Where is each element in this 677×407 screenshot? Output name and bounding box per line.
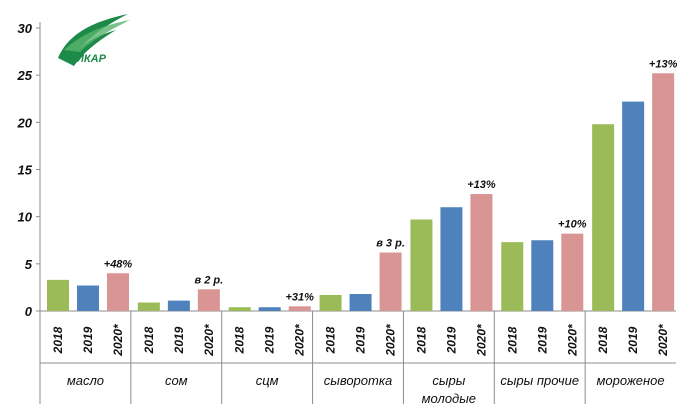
x-tick-label: 2019 (626, 326, 640, 354)
bar (652, 73, 675, 311)
x-tick-label: 2019 (81, 326, 95, 354)
y-tick-label: 10 (18, 210, 33, 225)
category-label: масло (67, 373, 104, 388)
bar (47, 279, 69, 311)
category-label: сыворотка (324, 373, 392, 388)
x-tick-label: 2018 (233, 326, 247, 354)
x-tick-label: 2020* (474, 323, 488, 357)
data-annotation: +13% (467, 179, 496, 191)
bar (531, 240, 554, 311)
logo-text: ИКАР (76, 53, 107, 65)
bar (440, 207, 463, 311)
x-tick-label: 2018 (142, 326, 156, 354)
bar (77, 285, 99, 311)
data-annotation: +31% (285, 291, 314, 303)
bar (228, 307, 251, 311)
bar (288, 306, 311, 311)
y-tick-label: 5 (25, 257, 33, 272)
data-annotation: +13% (649, 58, 677, 70)
x-tick-label: 2018 (596, 326, 610, 354)
bar (501, 242, 524, 311)
bar (561, 233, 584, 311)
x-tick-label: 2019 (444, 326, 458, 354)
bar (470, 194, 493, 311)
bar (379, 252, 402, 311)
x-tick-label: 2018 (324, 326, 338, 354)
data-annotation: в 3 р. (376, 238, 405, 250)
x-tick-label: 2020* (565, 323, 579, 357)
category-label: сом (165, 373, 188, 388)
logo: ИКАР (58, 14, 130, 66)
data-annotation: +48% (104, 258, 133, 270)
bar (592, 124, 615, 311)
x-tick-label: 2020* (293, 323, 307, 357)
category-label: сцм (256, 373, 279, 388)
category-label: сыры прочие (500, 373, 579, 388)
bar (258, 307, 281, 311)
logo-swoosh-icon (64, 20, 130, 52)
x-tick-label: 2020* (656, 323, 670, 357)
x-tick-label: 2018 (51, 326, 65, 354)
bar (167, 300, 190, 311)
x-tick-label: 2018 (414, 326, 428, 354)
data-annotation: в 2 р. (195, 274, 224, 286)
category-label: молодые (422, 391, 476, 406)
bar (410, 219, 433, 311)
y-tick-label: 20 (17, 115, 33, 130)
bar (349, 294, 372, 311)
category-label: мороженое (597, 373, 665, 388)
x-tick-label: 2020* (202, 323, 216, 357)
x-tick-label: 2020* (111, 323, 125, 357)
x-tick-label: 2019 (172, 326, 186, 354)
x-tick-label: 2019 (354, 326, 368, 354)
x-tick-label: 2019 (263, 326, 277, 354)
bars (47, 73, 675, 311)
x-tick-label: 2020* (384, 323, 398, 357)
y-tick-label: 0 (25, 304, 33, 319)
y-tick-label: 30 (18, 21, 33, 36)
x-tick-label: 2019 (535, 326, 549, 354)
bar (107, 273, 129, 311)
category-label: сыры (432, 373, 465, 388)
data-annotation: +10% (558, 219, 587, 231)
y-tick-label: 25 (17, 68, 33, 83)
bar (319, 294, 342, 311)
bar (622, 101, 645, 311)
labels: 2018 2019 2020* +48% масло 2018 2019 2020* в 2 р… (51, 58, 677, 406)
x-tick-label: 2018 (505, 326, 519, 354)
bar (137, 302, 160, 311)
bar (197, 289, 220, 311)
y-tick-label: 15 (18, 163, 33, 178)
